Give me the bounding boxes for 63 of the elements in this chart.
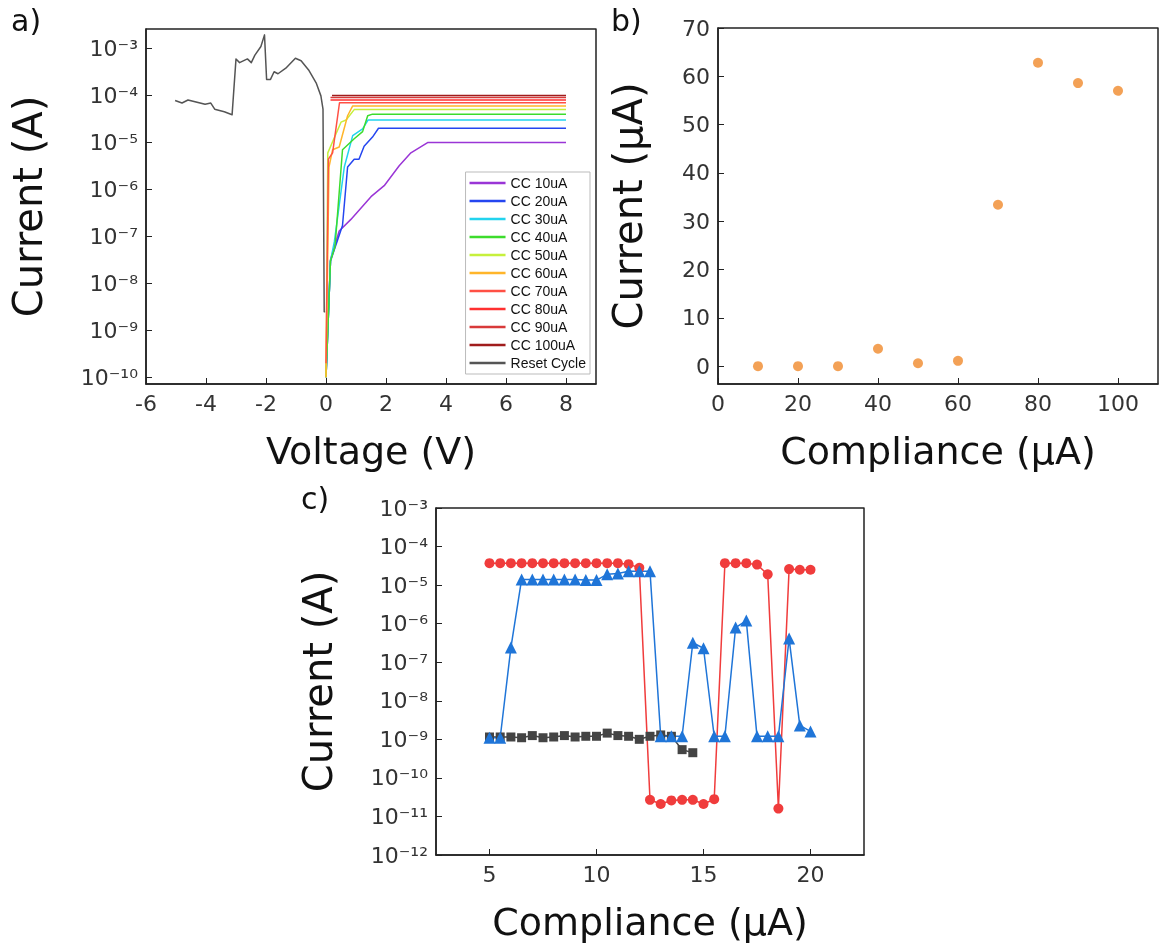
x-axis-title: Voltage (V) [265, 429, 477, 473]
legend-label: CC 60uA [510, 265, 568, 281]
legend-label: CC 50uA [510, 247, 568, 263]
legend-label: CC 20uA [510, 193, 568, 209]
y-tick-label: 10⁻¹² [370, 842, 428, 868]
y-axis-title: Current (μA) [605, 82, 651, 330]
legend-label: CC 40uA [510, 229, 568, 245]
y-tick-label: 10⁻⁷ [379, 649, 428, 675]
x-tick-label: 80 [1024, 390, 1052, 416]
legend-label: CC 100uA [510, 337, 576, 353]
chart-title: b) [611, 2, 642, 38]
x-tick-label: 40 [864, 390, 892, 416]
y-tick-label: 10⁻⁶ [379, 611, 429, 637]
y-tick-label: 10⁻⁹ [379, 726, 428, 752]
y-tick-label: 40 [682, 160, 710, 186]
chart-title: a) [11, 2, 42, 38]
y-tick-label: 10⁻¹⁰ [370, 765, 429, 791]
y-tick-label: 10⁻¹¹ [370, 803, 428, 829]
x-tick-label: 10 [582, 861, 611, 887]
y-tick-label: 10 [682, 305, 710, 331]
y-tick-label: 20 [682, 257, 710, 283]
x-axis-title: Compliance (μA) [780, 429, 1096, 473]
y-tick-label: 70 [682, 15, 710, 41]
y-tick-label: 10⁻³ [379, 495, 428, 521]
x-axis-title: Compliance (μA) [492, 900, 808, 944]
y-tick-label: 10⁻⁴ [89, 82, 139, 108]
legend-label: CC 30uA [510, 211, 568, 227]
x-tick-label: 20 [796, 861, 825, 887]
y-tick-label: 10⁻⁶ [89, 176, 139, 202]
y-tick-label: 10⁻¹⁰ [80, 364, 139, 390]
x-tick-label: 5 [482, 861, 497, 887]
x-tick-label: 60 [944, 390, 972, 416]
y-axis-title: Current (A) [5, 95, 51, 318]
y-tick-label: 10⁻⁸ [379, 688, 429, 714]
y-tick-label: 50 [682, 112, 710, 138]
legend-label: Reset Cycle [510, 355, 587, 371]
x-tick-label: 20 [784, 390, 812, 416]
legend-label: CC 10uA [510, 175, 568, 191]
y-tick-label: 10⁻⁹ [89, 317, 138, 343]
x-tick-label: -2 [255, 390, 277, 416]
y-axis-title: Current (A) [295, 570, 341, 793]
chart-title: c) [301, 480, 330, 516]
x-tick-label: 4 [439, 390, 453, 416]
y-tick-label: 10⁻³ [89, 35, 138, 61]
y-tick-label: 10⁻⁷ [89, 223, 138, 249]
y-tick-label: 10⁻⁸ [89, 270, 139, 296]
x-tick-label: 100 [1097, 390, 1139, 416]
x-tick-label: 8 [559, 390, 573, 416]
y-tick-label: 10⁻⁵ [379, 572, 428, 598]
x-tick-label: 2 [379, 390, 393, 416]
legend-label: CC 80uA [510, 301, 568, 317]
x-tick-label: 6 [499, 390, 513, 416]
x-tick-label: 15 [689, 861, 718, 887]
x-tick-label: 0 [319, 390, 333, 416]
legend-label: CC 90uA [510, 319, 568, 335]
y-tick-label: 30 [682, 208, 710, 234]
y-tick-label: 10⁻⁵ [89, 129, 138, 155]
x-tick-label: -4 [195, 390, 217, 416]
y-tick-label: 10⁻⁴ [379, 534, 429, 560]
y-tick-label: 60 [682, 63, 710, 89]
x-tick-label: -6 [135, 390, 157, 416]
legend-label: CC 70uA [510, 283, 568, 299]
y-tick-label: 0 [696, 353, 710, 379]
